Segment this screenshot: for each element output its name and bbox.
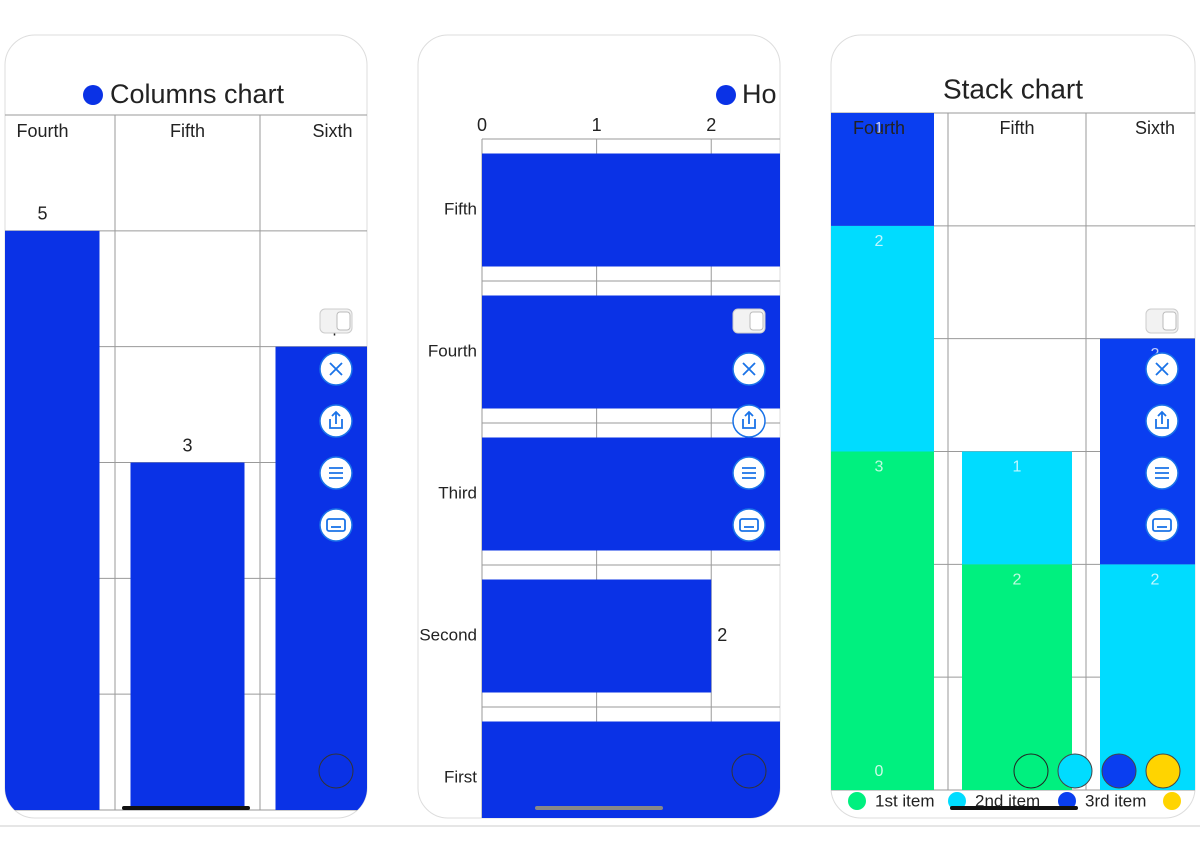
bar-segment	[831, 225, 934, 452]
data-label: 2	[1151, 572, 1160, 589]
lr-toggle[interactable]	[732, 308, 766, 334]
share-button[interactable]	[319, 404, 353, 438]
assistive-button[interactable]	[731, 753, 767, 789]
toggle-knob	[749, 311, 764, 331]
icon-glyph	[742, 410, 756, 429]
bar-segment	[962, 564, 1072, 790]
lr-toggle[interactable]	[319, 308, 353, 334]
bar	[482, 721, 780, 818]
bar	[482, 295, 780, 409]
bar-segment	[1100, 564, 1195, 790]
color-swatch[interactable]	[1101, 753, 1137, 789]
toggle-knob	[1162, 311, 1177, 331]
keyboard-button[interactable]	[319, 508, 353, 542]
lr-toggle[interactable]	[1145, 308, 1179, 334]
x-tick-label: Fifth	[170, 121, 205, 141]
data-label: 3	[875, 459, 884, 476]
data-label: 2	[875, 233, 884, 250]
x-tick-label: 2	[706, 115, 716, 135]
panel: Fourth5Fifth3Sixth4Columns chart	[5, 79, 367, 811]
home-indicator	[535, 806, 663, 810]
bar	[130, 462, 245, 810]
color-swatch[interactable]	[1145, 753, 1181, 789]
icon-circle	[732, 508, 766, 542]
x-tick-label: Sixth	[1135, 118, 1175, 138]
color-swatch[interactable]	[1057, 753, 1093, 789]
icon-glyph	[329, 362, 343, 376]
icon-glyph	[742, 362, 756, 376]
close-button[interactable]	[1145, 352, 1179, 386]
data-label: 2	[717, 625, 727, 645]
panel: Stack chart3212122FourthFifthSixth01st i…	[831, 73, 1195, 810]
bar-segment	[831, 113, 934, 226]
x-tick-label: Fifth	[999, 118, 1034, 138]
bar	[482, 579, 712, 693]
phone-frame	[417, 34, 781, 819]
legend-label: 3rd item	[1085, 791, 1146, 810]
icon-glyph	[329, 410, 343, 429]
icon-glyph	[326, 518, 346, 532]
legend-label: Columns chart	[110, 79, 285, 109]
legend-marker	[1163, 792, 1181, 810]
x-tick-label: Fourth	[16, 121, 68, 141]
list-button[interactable]	[319, 456, 353, 490]
y-tick-label: Second	[419, 625, 477, 644]
legend-marker	[848, 792, 866, 810]
toggle-knob	[336, 311, 351, 331]
legend-label: 2nd item	[975, 791, 1040, 810]
keyboard-button[interactable]	[1145, 508, 1179, 542]
home-indicator	[950, 806, 1078, 810]
share-button[interactable]	[732, 404, 766, 438]
share-button[interactable]	[1145, 404, 1179, 438]
x-tick-label: Sixth	[312, 121, 352, 141]
icon-glyph	[1152, 518, 1172, 532]
data-label: 2	[1013, 572, 1022, 589]
close-button[interactable]	[319, 352, 353, 386]
x-tick-label: 0	[477, 115, 487, 135]
legend-label: Ho	[742, 79, 777, 109]
icon-glyph	[739, 518, 759, 532]
x-tick-label: Fourth	[853, 118, 905, 138]
close-button[interactable]	[732, 352, 766, 386]
bar-segment	[962, 451, 1072, 565]
bar	[482, 153, 780, 267]
x-tick-label: 1	[592, 115, 602, 135]
home-indicator	[122, 806, 250, 810]
y-tick-label: First	[444, 767, 477, 786]
data-label: 3	[182, 435, 192, 455]
y-tick-label: 0	[875, 763, 884, 780]
icon-glyph	[329, 467, 343, 479]
bar-segment	[831, 451, 934, 790]
bar	[482, 437, 780, 551]
icon-glyph	[1155, 362, 1169, 376]
list-button[interactable]	[1145, 456, 1179, 490]
legend-marker	[948, 792, 966, 810]
bar	[5, 230, 100, 811]
icon-glyph	[1155, 467, 1169, 479]
data-label: 1	[1013, 459, 1022, 476]
icon-glyph	[1155, 410, 1169, 429]
legend-label: 1st item	[875, 791, 935, 810]
list-button[interactable]	[732, 456, 766, 490]
assistive-button[interactable]	[318, 753, 354, 789]
color-swatch[interactable]	[1013, 753, 1049, 789]
keyboard-button[interactable]	[732, 508, 766, 542]
legend-marker	[83, 85, 103, 105]
legend-marker	[716, 85, 736, 105]
y-tick-label: Third	[438, 483, 477, 502]
data-label: 5	[37, 204, 47, 224]
chart-title: Stack chart	[943, 73, 1083, 104]
icon-circle	[319, 508, 353, 542]
panel: 012Fifth3Fourth3Third3Second2First3Ho	[419, 79, 780, 818]
y-tick-label: Fifth	[444, 199, 477, 218]
icon-glyph	[742, 467, 756, 479]
icon-circle	[1145, 508, 1179, 542]
data-label: 1	[875, 120, 884, 137]
y-tick-label: Fourth	[428, 341, 477, 360]
legend-marker	[1058, 792, 1076, 810]
